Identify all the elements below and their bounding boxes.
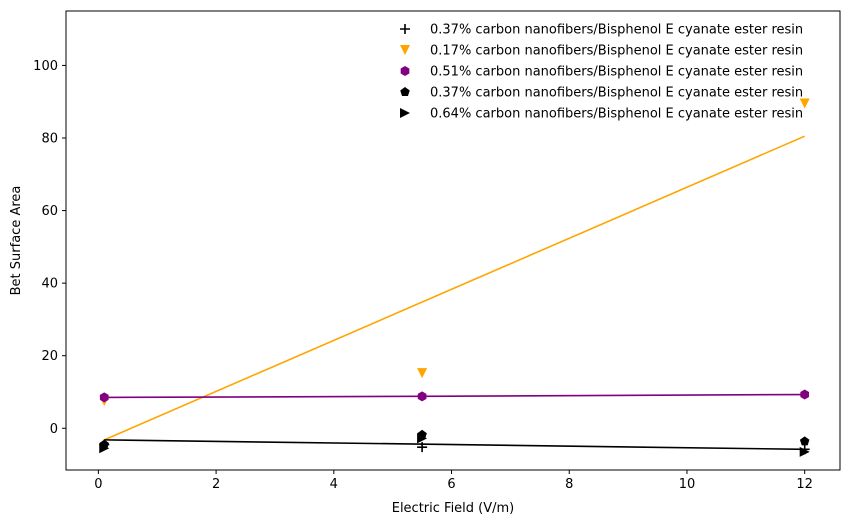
data-point-triangle-down	[799, 98, 810, 109]
x-tick-label: 2	[212, 477, 220, 492]
data-point-pentagon	[799, 436, 810, 446]
y-tick-label: 0	[50, 422, 58, 437]
y-tick-label: 60	[41, 204, 58, 219]
data-point-triangle-right	[417, 433, 428, 444]
x-tick-label: 6	[447, 477, 455, 492]
x-tick-label: 0	[94, 477, 102, 492]
data-point-hexagon	[417, 391, 427, 402]
legend-marker-pentagon	[400, 87, 410, 97]
x-tick-label: 10	[679, 477, 696, 492]
y-axis-ticks: 0 20 40 60 80 100	[33, 59, 66, 437]
data-point-plus	[417, 442, 428, 453]
legend-label: 0.17% carbon nanofibers/Bisphenol E cyan…	[430, 44, 803, 59]
x-tick-label: 8	[565, 477, 573, 492]
y-tick-label: 80	[41, 131, 58, 146]
legend-marker-triangle-right	[400, 108, 410, 118]
plot-area	[65, 10, 841, 471]
legend-marker-plus	[400, 24, 410, 34]
fit-line	[104, 439, 805, 451]
data-point-hexagon	[99, 392, 109, 403]
legend-marker-hexagon	[400, 66, 410, 76]
y-tick-label: 20	[41, 349, 58, 364]
legend-marker-triangle-down	[400, 45, 410, 55]
y-tick-label: 100	[33, 59, 58, 74]
y-axis-label: Bet Surface Area	[9, 186, 24, 296]
legend-label: 0.37% carbon nanofibers/Bisphenol E cyan…	[430, 86, 803, 101]
legend: 0.37% carbon nanofibers/Bisphenol E cyan…	[400, 23, 803, 122]
x-axis-label: Electric Field (V/m)	[392, 501, 515, 516]
data-point-triangle-right	[99, 443, 110, 454]
y-tick-label: 40	[41, 277, 58, 292]
x-tick-label: 12	[796, 477, 813, 492]
fit-line	[103, 135, 806, 441]
data-point-triangle-down	[417, 368, 428, 379]
data-markers	[99, 98, 810, 457]
data-point-hexagon	[800, 389, 810, 400]
legend-label: 0.51% carbon nanofibers/Bisphenol E cyan…	[430, 65, 803, 80]
legend-label: 0.64% carbon nanofibers/Bisphenol E cyan…	[430, 107, 803, 122]
x-axis-ticks: 0 2 4 6 8 10 12	[94, 470, 813, 492]
data-point-triangle-right	[799, 446, 810, 457]
x-tick-label: 4	[330, 477, 338, 492]
legend-label: 0.37% carbon nanofibers/Bisphenol E cyan…	[430, 23, 803, 38]
